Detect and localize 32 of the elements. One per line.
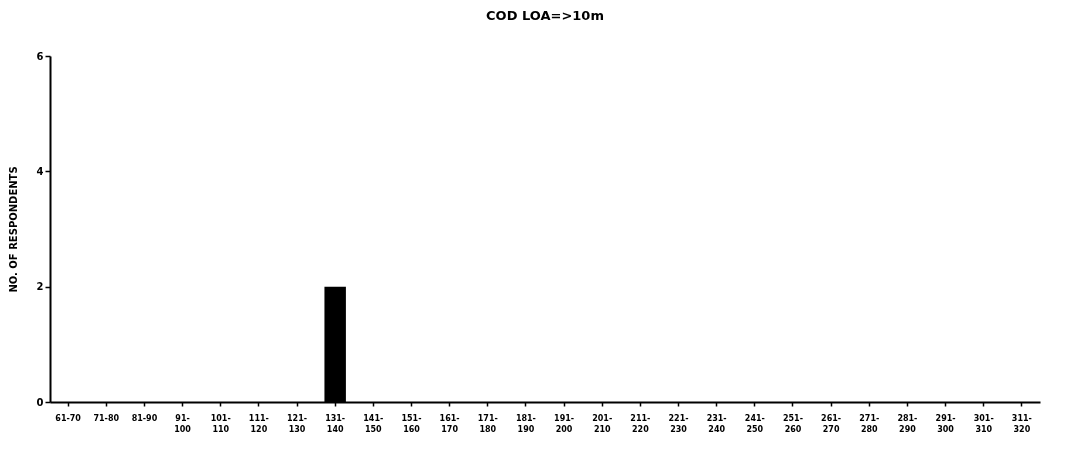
x-tick-label: 181-190: [515, 413, 536, 434]
x-tick-label: 311-320: [1011, 413, 1032, 434]
x-tick-label: 261-270: [821, 413, 842, 434]
x-tick-label: 231-240: [706, 413, 727, 434]
x-tick-label: 201-210: [592, 413, 613, 434]
y-tick-label: 6: [36, 50, 44, 62]
x-tick-label: 111-120: [248, 413, 269, 434]
x-tick-label: 291-300: [935, 413, 956, 434]
x-tick-label: 251-260: [782, 413, 803, 434]
x-tick-label: 211-220: [630, 413, 651, 434]
x-tick-label: 61-70: [55, 413, 82, 423]
chart-title: COD LOA=>10m: [486, 8, 604, 23]
x-tick-label: 171-180: [477, 413, 498, 434]
x-tick-label: 81-90: [131, 413, 158, 423]
x-tick-label: 161-170: [439, 413, 460, 434]
x-tick-label: 121-130: [287, 413, 308, 434]
y-axis-title: NO. OF RESPONDENTS: [7, 166, 19, 293]
x-tick-label: 131-140: [325, 413, 346, 434]
x-tick-label: 241-250: [744, 413, 765, 434]
x-tick-label: 281-290: [897, 413, 918, 434]
x-tick-label: 271-280: [859, 413, 880, 434]
x-tick-label: 141-150: [363, 413, 384, 434]
x-tick-label: 71-80: [93, 413, 120, 423]
y-tick-label: 2: [36, 281, 44, 293]
x-tick-label: 191-200: [554, 413, 575, 434]
x-tick-label: 301-310: [973, 413, 994, 434]
x-tick-label: 91-100: [174, 413, 192, 434]
y-tick-label: 0: [36, 396, 44, 408]
y-tick-label: 4: [36, 165, 44, 177]
x-tick-label: 151-160: [401, 413, 422, 434]
x-tick-label: 101-110: [210, 413, 231, 434]
x-tick-label: 221-230: [668, 413, 689, 434]
